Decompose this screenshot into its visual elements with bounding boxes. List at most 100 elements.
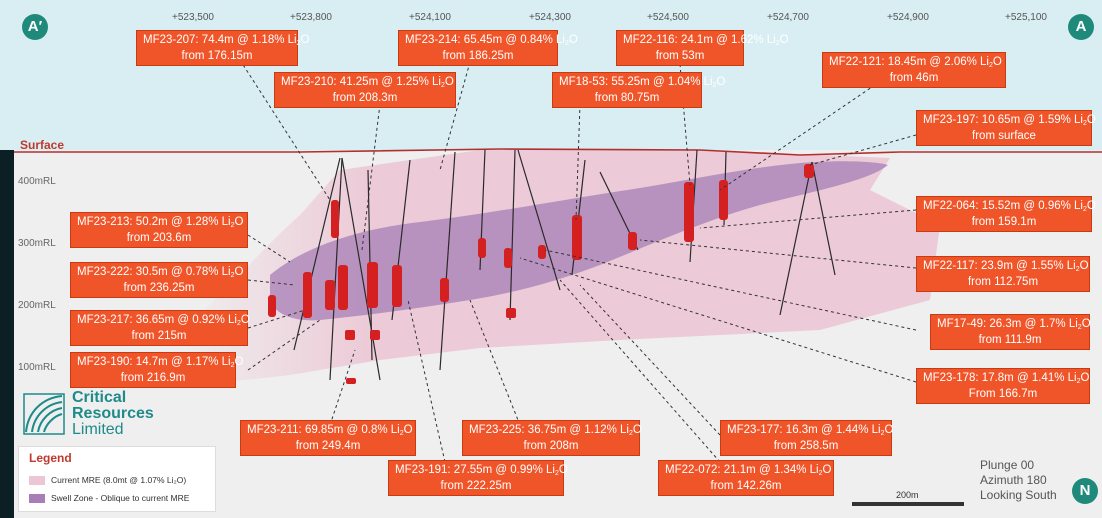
callout-from: from 249.4m bbox=[295, 440, 361, 452]
callout-mf23-222: MF23-222: 30.5m @ 0.78% Li2O from 236.25m bbox=[70, 262, 248, 298]
callout-interval: MF23-178: 17.8m @ 1.41% Li2O bbox=[923, 372, 1090, 385]
legend-title: Legend bbox=[29, 451, 72, 465]
rl-tick: 200mRL bbox=[18, 300, 56, 311]
callout-interval: MF23-190: 14.7m @ 1.17% Li2O bbox=[77, 356, 244, 369]
callout-interval: MF23-197: 10.65m @ 1.59% Li2O bbox=[923, 114, 1096, 127]
callout-mf23-210: MF23-210: 41.25m @ 1.25% Li2O from 208.3m bbox=[274, 72, 456, 108]
easting-tick: +524,700 bbox=[767, 12, 809, 23]
callout-from: from 80.75m bbox=[594, 92, 660, 104]
callout-from: from surface bbox=[972, 130, 1036, 142]
callout-from: from 186.25m bbox=[442, 50, 514, 62]
legend-label: Current MRE (8.0mt @ 1.07% Li₂O) bbox=[51, 475, 187, 485]
easting-tick: +524,500 bbox=[647, 12, 689, 23]
easting-tick: +524,300 bbox=[529, 12, 571, 23]
rl-tick: 100mRL bbox=[18, 362, 56, 373]
callout-interval: MF23-213: 50.2m @ 1.28% Li2O bbox=[77, 216, 244, 229]
callout-interval: MF23-214: 65.45m @ 0.84% Li2O bbox=[405, 34, 578, 47]
legend: Legend Current MRE (8.0mt @ 1.07% Li₂O) … bbox=[18, 446, 216, 512]
callout-from: from 215m bbox=[131, 330, 187, 342]
plunge-text: Plunge 00 bbox=[980, 458, 1035, 472]
callout-from: from 258.5m bbox=[773, 440, 839, 452]
callout-mf23-191: MF23-191: 27.55m @ 0.99% Li2O from 222.25… bbox=[388, 460, 568, 496]
callout-mf23-213: MF23-213: 50.2m @ 1.28% Li2O from 203.6m bbox=[70, 212, 248, 248]
legend-item: Swell Zone - Oblique to current MRE bbox=[29, 493, 190, 504]
leader-lines bbox=[239, 59, 917, 463]
azimuth-text: Azimuth 180 bbox=[980, 473, 1047, 487]
rl-tick: 400mRL bbox=[18, 176, 56, 187]
callout-interval: MF23-211: 69.85m @ 0.8% Li2O bbox=[247, 424, 413, 437]
callout-mf18-53: MF18-53: 55.25m @ 1.04% Li2O from 80.75m bbox=[552, 72, 726, 108]
callout-from: from 159.1m bbox=[971, 216, 1037, 228]
callout-mf22-072: MF22-072: 21.1m @ 1.34% Li2O from 142.26m bbox=[658, 460, 834, 496]
callout-interval: MF23-207: 74.4m @ 1.18% Li2O bbox=[143, 34, 310, 47]
scale-bar-line bbox=[852, 502, 964, 506]
view-info: Plunge 00 Azimuth 180 Looking South bbox=[980, 458, 1057, 503]
callout-from: from 208.3m bbox=[332, 92, 398, 104]
callout-interval: MF23-191: 27.55m @ 0.99% Li2O bbox=[395, 464, 568, 477]
callout-from: from 176.15m bbox=[181, 50, 253, 62]
callout-from: from 222.25m bbox=[440, 480, 512, 492]
callout-mf22-121: MF22-121: 18.45m @ 2.06% Li2O from 46m bbox=[822, 52, 1006, 88]
company-logo: Critical Resources Limited bbox=[22, 390, 162, 440]
callout-mf23-177: MF23-177: 16.3m @ 1.44% Li2O from 258.5m bbox=[720, 420, 894, 456]
logo-line-3: Limited bbox=[72, 421, 124, 438]
callout-mf23-197: MF23-197: 10.65m @ 1.59% Li2O from surfac… bbox=[916, 110, 1096, 146]
callout-mf23-190: MF23-190: 14.7m @ 1.17% Li2O from 216.9m bbox=[70, 352, 244, 388]
callout-from: from 53m bbox=[655, 50, 705, 62]
callout-interval: MF23-217: 36.65m @ 0.92% Li2O bbox=[77, 314, 250, 327]
callout-interval: MF22-117: 23.9m @ 1.55% Li2O bbox=[923, 260, 1089, 273]
rl-tick: 300mRL bbox=[18, 238, 56, 249]
callout-mf23-207: MF23-207: 74.4m @ 1.18% Li2O from 176.15m bbox=[136, 30, 310, 66]
callout-interval: MF23-225: 36.75m @ 1.12% Li2O bbox=[469, 424, 642, 437]
callout-from: from 46m bbox=[889, 72, 939, 84]
contour-logo-icon bbox=[23, 393, 65, 435]
callout-from: from 111.9m bbox=[978, 334, 1042, 346]
callout-from: From 166.7m bbox=[968, 388, 1038, 400]
scale-bar-label: 200m bbox=[896, 490, 919, 500]
easting-tick: +525,100 bbox=[1005, 12, 1047, 23]
callout-mf23-211: MF23-211: 69.85m @ 0.8% Li2O from 249.4m bbox=[240, 420, 416, 456]
easting-tick: +524,100 bbox=[409, 12, 451, 23]
surface-line bbox=[14, 148, 1102, 156]
callout-from: from 203.6m bbox=[126, 232, 192, 244]
surface-label: Surface bbox=[20, 138, 65, 152]
easting-tick: +523,800 bbox=[290, 12, 332, 23]
callout-mf22-064: MF22-064: 15.52m @ 0.96% Li2O from 159.1m bbox=[916, 196, 1096, 232]
legend-swatch-swell-zone bbox=[29, 494, 45, 504]
callout-interval: MF22-072: 21.1m @ 1.34% Li2O bbox=[665, 464, 832, 477]
north-marker: N bbox=[1072, 478, 1098, 504]
callout-interval: MF23-177: 16.3m @ 1.44% Li2O bbox=[727, 424, 894, 437]
legend-item: Current MRE (8.0mt @ 1.07% Li₂O) bbox=[29, 475, 187, 486]
legend-swatch-current-mre bbox=[29, 476, 45, 486]
callout-interval: MF22-064: 15.52m @ 0.96% Li2O bbox=[923, 200, 1096, 213]
intercepts bbox=[268, 164, 814, 384]
callout-mf23-178: MF23-178: 17.8m @ 1.41% Li2O From 166.7m bbox=[916, 368, 1090, 404]
callout-mf17-49: MF17-49: 26.3m @ 1.7% Li2O from 111.9m bbox=[930, 314, 1091, 350]
looking-text: Looking South bbox=[980, 488, 1057, 502]
callout-from: from 112.75m bbox=[967, 276, 1039, 288]
left-edge-strip bbox=[0, 150, 14, 518]
callout-interval: MF17-49: 26.3m @ 1.7% Li2O bbox=[937, 318, 1091, 331]
callout-from: from 208m bbox=[523, 440, 579, 452]
callout-mf23-217: MF23-217: 36.65m @ 0.92% Li2O from 215m bbox=[70, 310, 250, 346]
callout-interval: MF22-121: 18.45m @ 2.06% Li2O bbox=[829, 56, 1002, 69]
callout-from: from 142.26m bbox=[710, 480, 782, 492]
logo-line-2: Resources bbox=[72, 405, 154, 422]
legend-label: Swell Zone - Oblique to current MRE bbox=[51, 493, 190, 503]
easting-tick: +523,500 bbox=[172, 12, 214, 23]
callout-mf23-214: MF23-214: 65.45m @ 0.84% Li2O from 186.25… bbox=[398, 30, 578, 66]
easting-tick: +524,900 bbox=[887, 12, 929, 23]
callout-mf22-117: MF22-117: 23.9m @ 1.55% Li2O from 112.75m bbox=[916, 256, 1090, 292]
callout-from: from 236.25m bbox=[123, 282, 195, 294]
callout-interval: MF18-53: 55.25m @ 1.04% Li2O bbox=[559, 76, 726, 89]
callout-interval: MF22-116: 24.1m @ 1.62% Li2O bbox=[623, 34, 789, 47]
callout-interval: MF23-222: 30.5m @ 0.78% Li2O bbox=[77, 266, 244, 279]
callout-mf23-225: MF23-225: 36.75m @ 1.12% Li2O from 208m bbox=[462, 420, 642, 456]
callout-mf22-116: MF22-116: 24.1m @ 1.62% Li2O from 53m bbox=[616, 30, 789, 66]
logo-line-1: Critical bbox=[72, 389, 127, 406]
callout-from: from 216.9m bbox=[120, 372, 186, 384]
section-start-marker: A′ bbox=[22, 14, 48, 40]
section-end-marker: A bbox=[1068, 14, 1094, 40]
